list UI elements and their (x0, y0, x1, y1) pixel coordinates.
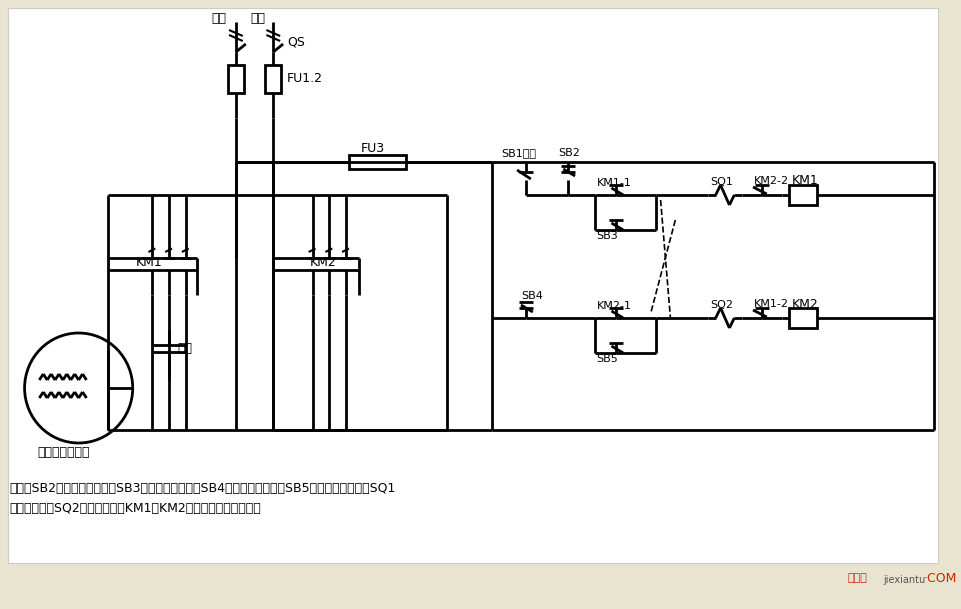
Text: SQ2: SQ2 (710, 300, 733, 310)
Text: 接线图: 接线图 (847, 573, 867, 583)
Text: SQ1: SQ1 (710, 177, 733, 187)
Text: KM1-2: KM1-2 (753, 299, 788, 309)
Text: KM2-2: KM2-2 (753, 176, 788, 186)
Text: SB3: SB3 (596, 231, 618, 241)
Text: FU3: FU3 (360, 141, 384, 155)
Bar (228, 65, 243, 93)
Text: 电容: 电容 (177, 342, 192, 354)
Text: KM1-1: KM1-1 (596, 178, 631, 188)
Text: SB4: SB4 (521, 291, 542, 301)
Bar (789, 308, 816, 328)
Text: KM1: KM1 (136, 256, 162, 270)
Text: 说明：SB2为上升启动按钮，SB3为上升点动按钮，SB4为下降启动按钮，SB5为下降点动按钮；SQ1: 说明：SB2为上升启动按钮，SB3为上升点动按钮，SB4为下降启动按钮，SB5为… (10, 482, 396, 495)
Circle shape (25, 333, 133, 443)
Text: KM2: KM2 (309, 256, 336, 270)
Text: 为最高限位，SQ2为最低限位。KM1、KM2可用中间继电器代替。: 为最高限位，SQ2为最低限位。KM1、KM2可用中间继电器代替。 (10, 501, 261, 515)
Text: SB1停止: SB1停止 (501, 148, 536, 158)
Text: 火线: 火线 (211, 12, 226, 24)
Text: 单相电容电动机: 单相电容电动机 (37, 446, 89, 459)
Text: FU1.2: FU1.2 (286, 72, 323, 85)
Text: jiexiantu: jiexiantu (882, 575, 924, 585)
Text: ·COM: ·COM (924, 571, 956, 585)
Text: 零线: 零线 (251, 12, 265, 24)
Text: KM2: KM2 (791, 298, 817, 311)
Bar (265, 65, 281, 93)
Text: SB5: SB5 (596, 354, 618, 364)
Bar (789, 185, 816, 205)
Text: KM2-1: KM2-1 (596, 301, 631, 311)
Text: QS: QS (286, 35, 305, 49)
Bar (349, 155, 406, 169)
Text: SB2: SB2 (557, 148, 579, 158)
Text: KM1: KM1 (791, 175, 817, 188)
